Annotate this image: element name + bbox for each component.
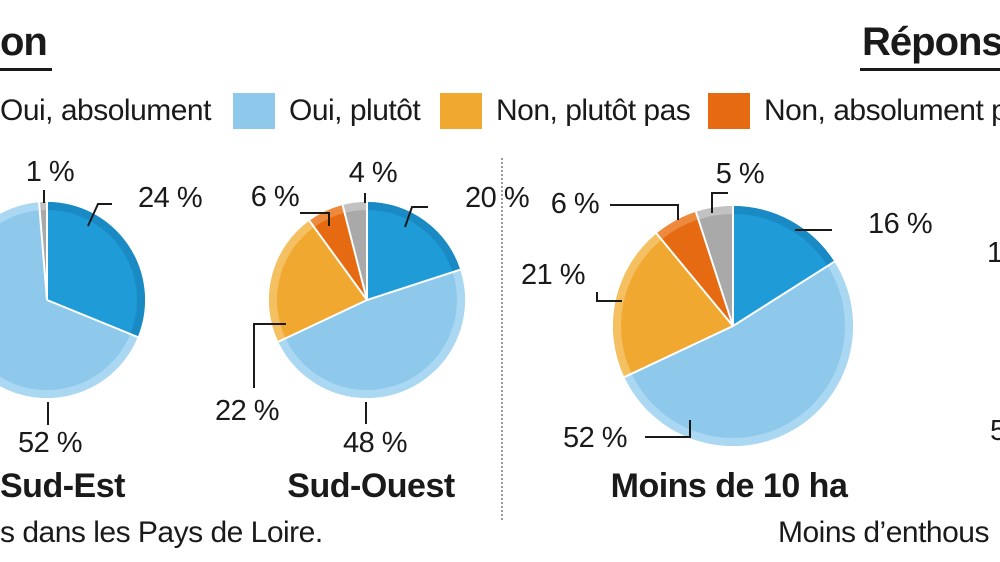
legend-label: Non, absolument p: [764, 94, 1000, 127]
value-label-sans-reponse: 5 %: [716, 158, 764, 190]
leader-line: [404, 206, 428, 228]
pie-slice-oui-plutot: [0, 202, 138, 398]
pie-slice-rim-oui-absolument: [733, 206, 834, 266]
value-label-oui-plutot: 52 %: [18, 427, 82, 459]
pie-separator: [694, 211, 734, 327]
leader-line: [253, 323, 286, 388]
pie-slice-oui-plutot: [278, 269, 465, 398]
value-label-oui-absolument: 20 %: [465, 182, 529, 214]
pie-separator: [623, 325, 734, 378]
pie-separator: [366, 268, 461, 301]
pie-slice-oui-plutot: [624, 261, 854, 446]
pie-slice-non-absolument-pas: [309, 205, 367, 300]
leader-line: [300, 212, 330, 226]
pie-separator: [277, 299, 368, 343]
value-label-sans-reponse: 1 %: [26, 156, 74, 188]
value-label-oui-plutot: 52 %: [563, 422, 627, 454]
pie-slice-oui-absolument: [367, 202, 461, 300]
edge-value-label: 5: [990, 415, 1000, 447]
pie-slice-rim-oui-absolument: [47, 202, 145, 337]
leader-line: [87, 203, 112, 227]
pie-separator: [341, 204, 368, 301]
section-divider: [501, 158, 503, 520]
pie-chart: 20 % 48 % 22 % 6 % 4 % Sud-Ouest: [215, 157, 530, 505]
pie-slice-rim-non-absolument-pas: [656, 212, 698, 240]
value-label-non-plutot-pas: 21 %: [521, 259, 585, 291]
pie-slice-rim-sans-reponse: [343, 202, 367, 213]
value-label-non-plutot-pas: 22 %: [215, 395, 279, 427]
pie-separator: [655, 232, 734, 327]
legend-label: Oui, absolument: [0, 94, 211, 127]
legend-item-oui-absolument: Oui, absolument: [0, 92, 211, 130]
section-heading-right-underline: [860, 68, 1000, 71]
caption-left: s dans les Pays de Loire.: [0, 516, 323, 549]
pie-slice-rim-oui-plutot: [0, 202, 138, 398]
leader-line: [645, 420, 691, 438]
legend-item-non-plutot-pas: Non, plutôt pas: [440, 92, 691, 130]
leader-line: [596, 292, 622, 302]
leader-line: [610, 204, 679, 220]
value-label-non-absolument-pas: 6 %: [251, 181, 299, 213]
section-heading-right: Répons: [862, 20, 1000, 64]
legend-swatch: [708, 93, 750, 129]
pie-separator: [46, 299, 139, 338]
pie-chart: 16 % 52 % 21 % 6 % 5 % Moins de 10 ha: [521, 158, 933, 505]
pie-slice-non-absolument-pas: [656, 211, 733, 326]
legend-item-non-absolument-pas: Non, absolument p: [708, 92, 1000, 130]
legend-label: Non, plutôt pas: [496, 94, 691, 127]
pie-separator: [38, 202, 48, 301]
pie-chart-title: Sud-Ouest: [287, 467, 455, 505]
legend-swatch: [233, 93, 275, 129]
pie-slice-rim-non-absolument-pas: [309, 205, 345, 227]
caption-right: Moins d’enthous: [778, 516, 989, 549]
legend-swatch: [440, 93, 482, 129]
pie-slice-non-plutot-pas: [613, 233, 733, 378]
pie-separator: [308, 220, 368, 301]
edge-value-label: 1:: [987, 237, 1000, 269]
pie-slice-rim-oui-plutot: [624, 262, 853, 446]
legend-label: Oui, plutôt: [289, 94, 421, 127]
legend-item-oui-plutot: Oui, plutôt: [233, 92, 421, 130]
pie-chart-title: Sud-Est: [0, 467, 125, 505]
pie-chart: 24 % 52 % 1 % Sud-Est: [0, 156, 203, 505]
value-label-oui-absolument: 24 %: [138, 182, 202, 214]
value-label-oui-plutot: 48 %: [343, 427, 407, 459]
value-label-oui-absolument: 16 %: [868, 208, 932, 240]
value-label-sans-reponse: 4 %: [349, 157, 397, 189]
section-heading-left: on: [0, 20, 48, 64]
pie-separator: [732, 260, 835, 327]
section-heading-left-underline: [0, 68, 52, 71]
pie-chart-title: Moins de 10 ha: [611, 467, 849, 505]
leader-line: [711, 192, 728, 213]
value-label-non-absolument-pas: 6 %: [551, 188, 599, 220]
pie-slice-rim-oui-plutot: [278, 270, 465, 398]
pie-slice-rim-oui-absolument: [367, 202, 461, 272]
